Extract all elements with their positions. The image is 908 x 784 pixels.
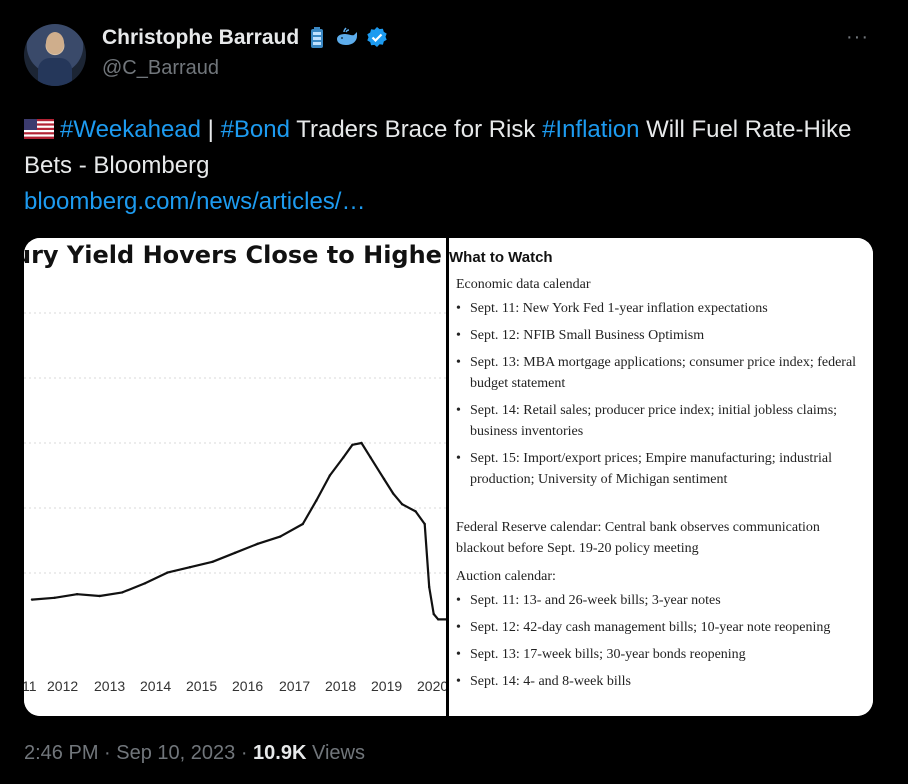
what-to-watch-panel: What to Watch Economic data calendar Sep… bbox=[449, 238, 873, 716]
views-count: 10.9K bbox=[253, 742, 307, 764]
tweet-text-segment: | bbox=[201, 116, 221, 143]
x-tick-label: 2018 bbox=[325, 678, 356, 694]
x-tick-label: 2016 bbox=[232, 678, 263, 694]
x-tick-label: 2020 bbox=[417, 678, 448, 694]
yield-data-point bbox=[382, 477, 386, 481]
auction-heading: Auction calendar: bbox=[456, 569, 556, 584]
yield-data-point bbox=[423, 522, 426, 526]
yield-data-point bbox=[391, 492, 395, 495]
yield-data-point bbox=[233, 551, 237, 554]
auction-list: Sept. 11: 13- and 26-week bills; 3-year … bbox=[456, 590, 870, 698]
list-item: Sept. 11: New York Fed 1-year inflation … bbox=[456, 298, 870, 319]
image-divider bbox=[446, 238, 449, 716]
yield-data-point bbox=[188, 566, 192, 569]
x-tick-label: 2013 bbox=[94, 678, 125, 694]
yield-data-point bbox=[315, 499, 318, 502]
yield-data-point bbox=[143, 582, 147, 585]
yield-data-point bbox=[414, 510, 417, 513]
us-flag-icon bbox=[24, 119, 54, 139]
x-tick-label: 2012 bbox=[47, 678, 78, 694]
yield-data-point bbox=[342, 456, 345, 459]
tweet-date[interactable]: Sep 10, 2023 bbox=[116, 742, 236, 764]
hashtag-link[interactable]: #Bond bbox=[220, 116, 290, 143]
tweet-metadata: 2:46 PM · Sep 10, 2023 · 10.9K Views bbox=[24, 742, 365, 765]
yield-data-point bbox=[30, 598, 34, 601]
list-item: Sept. 13: 17-week bills; 30-year bonds r… bbox=[456, 644, 870, 665]
yield-data-point bbox=[53, 596, 56, 599]
x-tick-label: 2014 bbox=[140, 678, 171, 694]
verified-badge-icon bbox=[367, 27, 387, 47]
tweet-text-segment: Will Fuel Rate-Hike Bets - Bloomberg bbox=[24, 116, 852, 179]
yield-data-point bbox=[437, 618, 440, 621]
yield-data-point bbox=[211, 560, 214, 563]
tweet-text: #Weekahead | #Bond Traders Brace for Ris… bbox=[24, 112, 864, 220]
chart-plot: 11 2012 2013 2014 2015 2016 2017 2018 2019 2020 bbox=[24, 312, 449, 694]
article-link[interactable]: bloomberg.com/news/articles/… bbox=[24, 188, 366, 215]
yield-data-point bbox=[432, 612, 435, 616]
author-name[interactable]: Christophe Barraud bbox=[102, 26, 300, 49]
list-item: Sept. 11: 13- and 26-week bills; 3-year … bbox=[456, 590, 870, 611]
x-tick-label: 2017 bbox=[279, 678, 310, 694]
yield-data-point bbox=[360, 441, 363, 445]
yield-data-point bbox=[98, 594, 101, 598]
list-item: Sept. 15: Import/export prices; Empire m… bbox=[456, 448, 870, 490]
x-tick-label: 11 bbox=[24, 678, 37, 694]
avatar[interactable] bbox=[24, 24, 86, 86]
battery-icon bbox=[311, 27, 324, 48]
x-tick-label: 2015 bbox=[186, 678, 217, 694]
avatar-head bbox=[46, 32, 64, 54]
tweet-time[interactable]: 2:46 PM bbox=[24, 742, 99, 764]
list-item: Sept. 13: MBA mortgage applications; con… bbox=[456, 352, 870, 394]
yield-chart: ury Yield Hovers Close to Highe 11 2012 20… bbox=[24, 238, 449, 716]
author-name-row[interactable]: Christophe Barraud bbox=[102, 26, 389, 50]
list-item: Sept. 12: NFIB Small Business Optimism bbox=[456, 325, 870, 346]
list-item: Sept. 14: Retail sales; producer price i… bbox=[456, 400, 870, 442]
avatar-suit bbox=[38, 58, 72, 86]
hashtag-link[interactable]: #Inflation bbox=[542, 116, 640, 143]
whale-icon bbox=[337, 27, 358, 45]
yield-data-point bbox=[279, 535, 282, 538]
yield-data-point bbox=[166, 571, 169, 574]
media-image[interactable]: ury Yield Hovers Close to Highe 11 2012 20… bbox=[24, 238, 873, 716]
yield-data-point bbox=[121, 591, 124, 594]
yield-data-point bbox=[301, 522, 305, 526]
more-options-icon[interactable]: ··· bbox=[846, 26, 869, 48]
chart-title: ury Yield Hovers Close to Highe bbox=[24, 241, 442, 269]
separator: · bbox=[235, 742, 254, 764]
what-to-watch-title: What to Watch bbox=[449, 249, 553, 266]
list-item: Sept. 14: 4- and 8-week bills bbox=[456, 671, 870, 692]
yield-data-point bbox=[75, 593, 79, 596]
economic-heading: Economic data calendar bbox=[456, 277, 591, 292]
yield-series-line bbox=[31, 441, 449, 621]
yield-data-point bbox=[400, 503, 404, 506]
hashtag-link[interactable]: #Weekahead bbox=[60, 116, 201, 143]
author-handle[interactable]: @C_Barraud bbox=[102, 57, 220, 79]
yield-data-point bbox=[328, 474, 332, 477]
yield-data-point bbox=[256, 542, 259, 545]
fed-calendar-text: Federal Reserve calendar: Central bank o… bbox=[456, 520, 820, 556]
economic-list: Sept. 11: New York Fed 1-year inflation … bbox=[456, 298, 870, 496]
separator: · bbox=[98, 742, 117, 764]
list-item: Sept. 12: 42-day cash management bills; … bbox=[456, 617, 870, 638]
x-tick-label: 2019 bbox=[371, 678, 402, 694]
views-label: Views bbox=[306, 742, 365, 764]
tweet-text-segment: Traders Brace for Risk bbox=[289, 116, 543, 143]
tweet-body: #Weekahead | #Bond Traders Brace for Ris… bbox=[24, 116, 852, 179]
yield-data-point bbox=[427, 585, 431, 589]
yield-data-point bbox=[369, 456, 372, 459]
yield-data-point bbox=[351, 443, 354, 446]
